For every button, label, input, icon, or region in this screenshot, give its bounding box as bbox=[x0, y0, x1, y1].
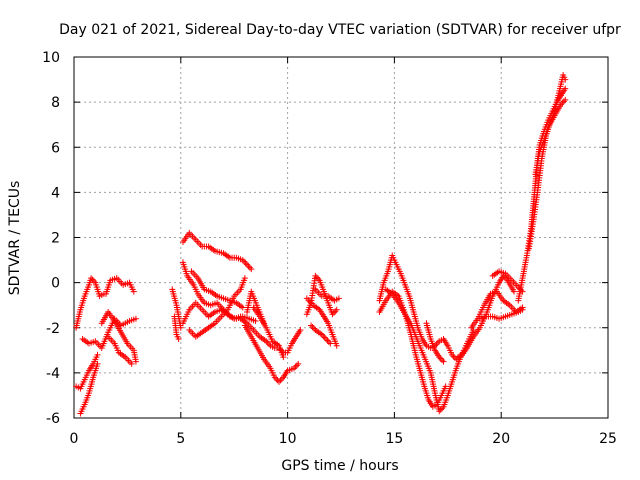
data-point bbox=[332, 308, 339, 315]
data-point bbox=[277, 377, 284, 384]
series-arc-6a bbox=[515, 85, 569, 304]
data-point bbox=[297, 327, 304, 334]
data-point bbox=[511, 288, 518, 295]
data-point bbox=[562, 96, 569, 103]
series-arc-5c bbox=[476, 306, 526, 322]
y-axis-label: SDTVAR / TECUs bbox=[7, 181, 23, 296]
x-tick-label: 20 bbox=[492, 431, 510, 447]
series-arc-1g bbox=[105, 333, 135, 367]
series-arc-2j bbox=[250, 304, 287, 361]
x-tick-label: 15 bbox=[385, 431, 403, 447]
x-tick-label: 25 bbox=[599, 431, 617, 447]
x-tick-label: 5 bbox=[176, 431, 185, 447]
data-point bbox=[562, 85, 569, 92]
data-point bbox=[261, 320, 268, 327]
series-arc-4d bbox=[423, 320, 447, 365]
data-point bbox=[128, 360, 135, 367]
data-point bbox=[519, 306, 526, 313]
data-point bbox=[333, 342, 340, 349]
data-point bbox=[333, 306, 340, 313]
data-point bbox=[244, 261, 251, 268]
series-arc-6b bbox=[525, 72, 569, 252]
y-tick-label: 0 bbox=[51, 276, 60, 292]
data-markers bbox=[73, 72, 569, 417]
series-arc-1b bbox=[73, 351, 101, 392]
series-arc-1c bbox=[77, 360, 101, 417]
series-arc-5d bbox=[489, 268, 526, 295]
data-point bbox=[276, 378, 283, 385]
data-point bbox=[327, 340, 334, 347]
data-point bbox=[241, 275, 248, 282]
y-tick-label: 10 bbox=[42, 50, 60, 66]
series-arc-3c bbox=[308, 322, 334, 347]
y-tick-label: 6 bbox=[51, 140, 60, 156]
y-tick-label: -2 bbox=[46, 321, 60, 337]
data-point bbox=[264, 339, 271, 346]
data-point bbox=[324, 337, 331, 344]
data-point bbox=[439, 357, 446, 364]
data-point bbox=[293, 362, 300, 369]
data-point bbox=[440, 358, 447, 365]
series-arc-2f bbox=[186, 275, 248, 340]
x-tick-label: 10 bbox=[279, 431, 297, 447]
data-point bbox=[132, 315, 139, 322]
series-arc-6c bbox=[532, 96, 569, 178]
series-arc-2b bbox=[171, 313, 182, 343]
data-point bbox=[308, 322, 315, 329]
series-arc-1f bbox=[98, 308, 139, 365]
data-point bbox=[266, 341, 273, 348]
data-point bbox=[177, 324, 184, 331]
data-point bbox=[560, 98, 567, 105]
data-point bbox=[325, 339, 332, 346]
y-tick-label: 2 bbox=[51, 231, 60, 247]
data-point bbox=[252, 317, 259, 324]
axis-ticks: 0 5 10 15 20 25 -6 -4 -2 0 2 4 6 8 10 bbox=[42, 50, 617, 447]
data-point bbox=[239, 304, 246, 311]
series-arc-5b bbox=[468, 288, 526, 331]
data-point bbox=[248, 266, 255, 273]
data-point bbox=[320, 333, 327, 340]
series-arc-1e bbox=[103, 275, 137, 297]
chart-title: Day 021 of 2021, Sidereal Day-to-day VTE… bbox=[59, 22, 621, 38]
data-point bbox=[132, 358, 139, 365]
y-tick-label: 8 bbox=[51, 95, 60, 111]
y-tick-label: -4 bbox=[46, 366, 60, 382]
data-point bbox=[175, 336, 182, 343]
data-point bbox=[94, 360, 101, 367]
data-point bbox=[94, 351, 101, 358]
series-arc-2k bbox=[244, 288, 268, 327]
data-point bbox=[434, 339, 441, 346]
series-arc-2c bbox=[179, 229, 255, 273]
data-point bbox=[246, 264, 253, 271]
data-point bbox=[280, 354, 287, 361]
series-arc-1d bbox=[79, 315, 139, 352]
series-arc-3b bbox=[303, 295, 340, 349]
x-axis-label: GPS time / hours bbox=[281, 458, 398, 474]
data-point bbox=[295, 360, 302, 367]
data-point bbox=[242, 260, 249, 267]
x-tick-label: 0 bbox=[70, 431, 79, 447]
data-point bbox=[309, 323, 316, 330]
data-point bbox=[323, 336, 330, 343]
y-tick-label: -6 bbox=[46, 411, 60, 427]
series-arc-2i bbox=[241, 322, 302, 385]
data-point bbox=[245, 263, 252, 270]
grid-lines bbox=[74, 57, 608, 418]
y-tick-label: 4 bbox=[51, 185, 60, 201]
data-point bbox=[130, 288, 137, 295]
series-arc-2g bbox=[188, 268, 246, 311]
data-point bbox=[335, 295, 342, 302]
series-arc-3d bbox=[312, 286, 342, 304]
data-point bbox=[562, 76, 569, 83]
series-arc-2a bbox=[169, 286, 184, 331]
data-point bbox=[310, 325, 317, 332]
data-point bbox=[321, 334, 328, 341]
